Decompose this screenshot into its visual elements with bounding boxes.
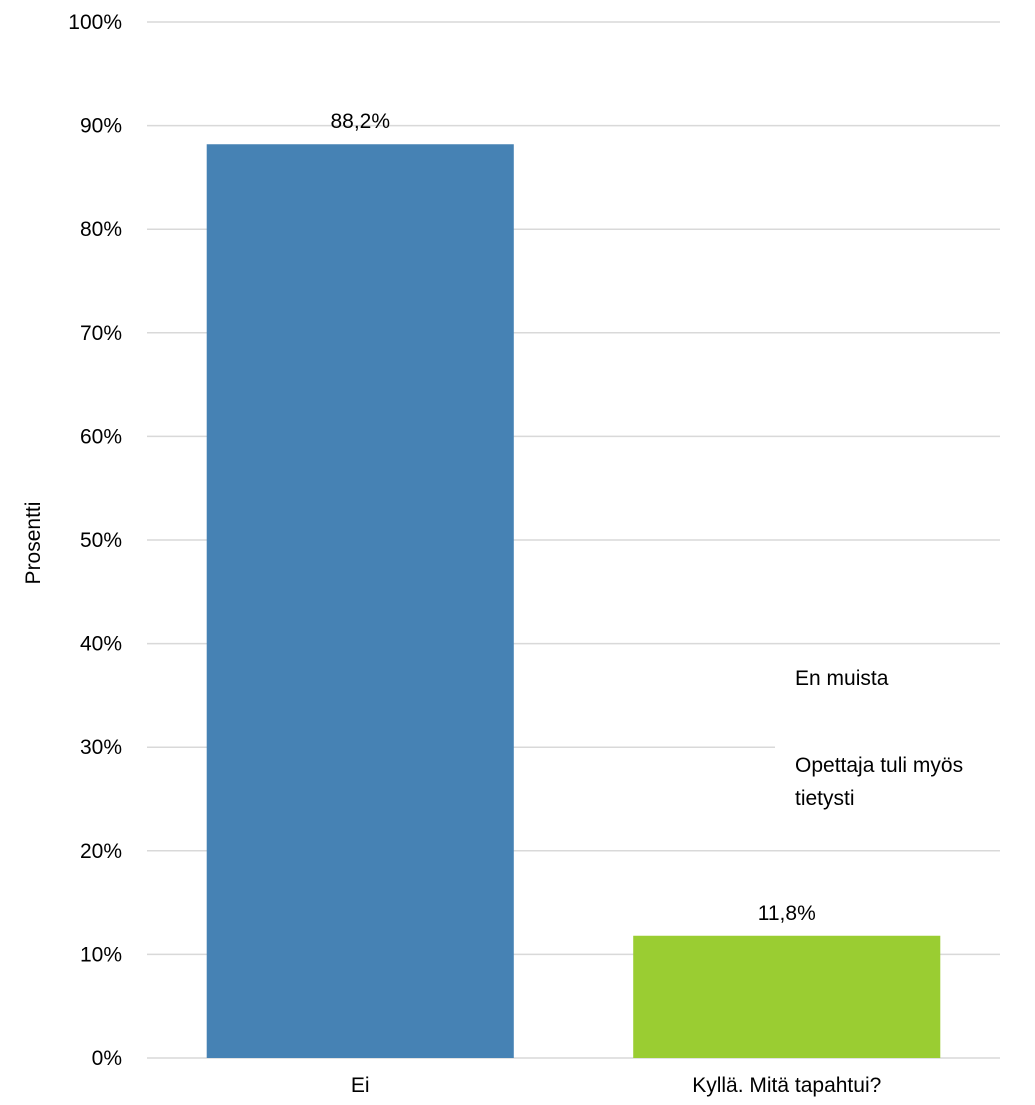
y-tick-labels: 0% 10% 20% 30% 40% 50% 60% 70% 80% 90% 100% <box>68 11 122 1070</box>
y-tick-label-0: 0% <box>92 1047 122 1070</box>
bars <box>206 144 941 1059</box>
data-label-2: 11,8% <box>758 902 816 925</box>
y-tick-label-80: 80% <box>80 218 122 241</box>
y-tick-label-10: 10% <box>80 943 122 966</box>
y-tick-label-50: 50% <box>80 529 122 552</box>
y-axis-label: Prosentti <box>22 502 45 585</box>
category-label-2: Kyllä. Mitä tapahtui? <box>692 1074 881 1097</box>
annotation-en-muista: En muista <box>795 667 889 690</box>
y-tick-label-90: 90% <box>80 115 122 138</box>
category-labels: Ei Kyllä. Mitä tapahtui? <box>351 1074 881 1097</box>
data-label-1: 88,2% <box>330 110 390 133</box>
annotation-opettaja-line1: Opettaja tuli myös <box>795 754 963 777</box>
y-tick-label-100: 100% <box>68 11 122 34</box>
annotation-opettaja-line2: tietysti <box>795 787 855 810</box>
y-tick-label-40: 40% <box>80 633 122 656</box>
bar-2 <box>633 935 941 1058</box>
y-tick-label-70: 70% <box>80 322 122 345</box>
data-labels: 88,2% 11,8% <box>330 110 815 925</box>
y-tick-label-60: 60% <box>80 425 122 448</box>
y-tick-label-20: 20% <box>80 840 122 863</box>
category-label-1: Ei <box>351 1074 370 1097</box>
annotation-mask <box>775 738 1035 758</box>
bar-1 <box>206 144 514 1059</box>
y-tick-label-30: 30% <box>80 736 122 759</box>
